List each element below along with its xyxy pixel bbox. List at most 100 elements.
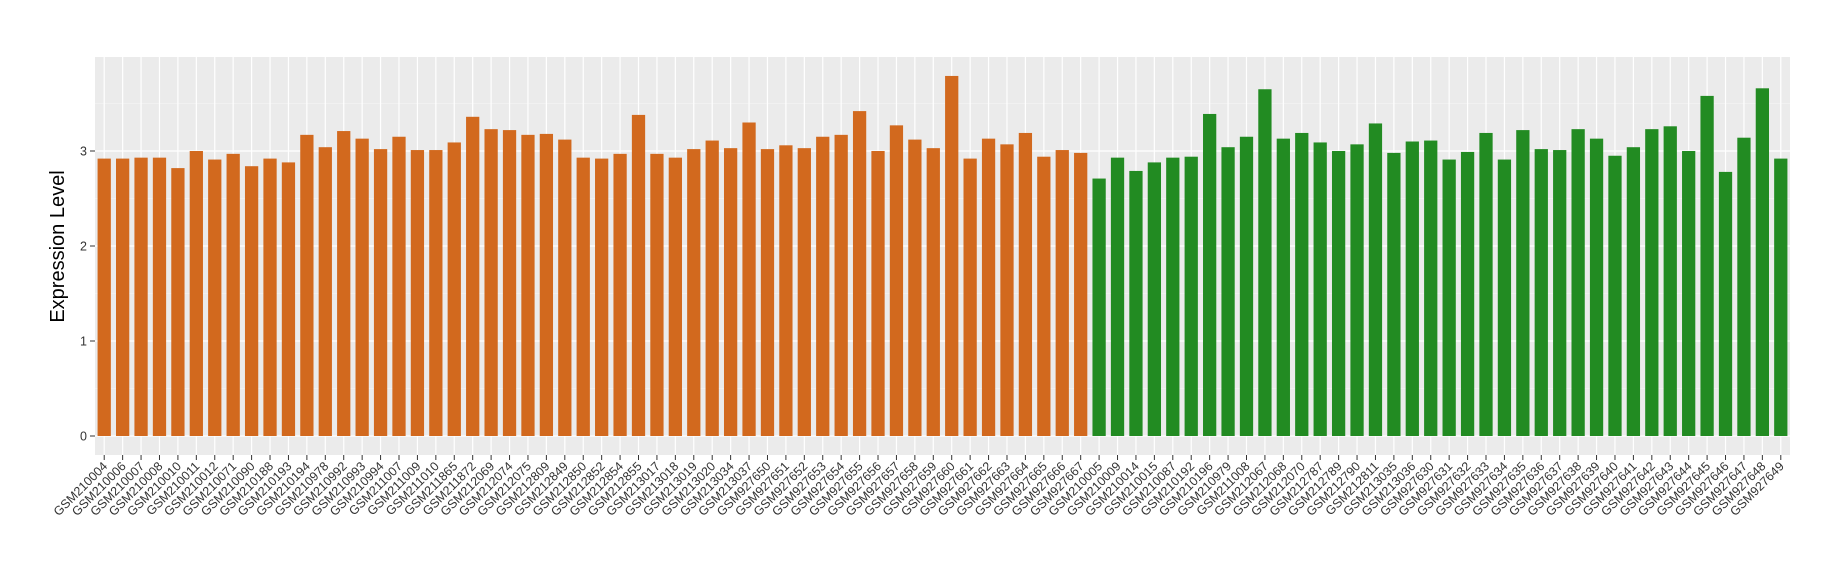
bar-GSM927664 bbox=[1018, 132, 1033, 436]
bar-GSM210008 bbox=[152, 157, 167, 436]
bar-GSM927645 bbox=[1700, 95, 1714, 437]
bar-GSM212075 bbox=[521, 134, 535, 436]
bar-GSM927653 bbox=[816, 136, 830, 436]
bar-GSM210090 bbox=[244, 166, 259, 436]
bar-GSM927660 bbox=[945, 75, 959, 436]
bar-GSM927647 bbox=[1737, 137, 1751, 436]
bar-GSM210978 bbox=[318, 147, 332, 436]
bar-GSM211008 bbox=[1239, 136, 1254, 436]
bar-GSM927652 bbox=[797, 148, 811, 436]
bar-GSM210192 bbox=[1184, 156, 1198, 436]
bar-GSM210004 bbox=[97, 158, 111, 436]
bar-GSM212855 bbox=[631, 114, 646, 437]
bar-GSM927635 bbox=[1516, 130, 1530, 436]
bar-GSM927649 bbox=[1774, 158, 1788, 436]
bar-GSM927643 bbox=[1663, 126, 1677, 437]
bar-GSM210014 bbox=[1129, 170, 1143, 436]
bar-GSM211007 bbox=[392, 136, 406, 436]
bar-GSM213035 bbox=[1387, 152, 1401, 436]
bar-GSM927659 bbox=[926, 148, 940, 436]
bar-GSM212809 bbox=[539, 133, 554, 436]
bar-GSM212850 bbox=[576, 157, 590, 436]
bar-GSM211865 bbox=[447, 142, 461, 436]
bar-GSM210005 bbox=[1092, 178, 1106, 437]
bar-GSM211872 bbox=[466, 116, 480, 437]
bar-GSM927633 bbox=[1479, 132, 1493, 436]
bar-GSM212789 bbox=[1331, 151, 1346, 436]
bar-GSM927662 bbox=[981, 138, 996, 436]
bar-GSM210193 bbox=[281, 162, 296, 436]
bar-GSM211010 bbox=[429, 150, 443, 437]
bar-GSM927655 bbox=[852, 111, 867, 436]
bars bbox=[97, 75, 1788, 437]
bar-GSM213037 bbox=[742, 122, 756, 436]
bar-GSM212852 bbox=[595, 158, 609, 436]
bar-GSM927656 bbox=[871, 151, 885, 436]
bar-GSM212067 bbox=[1258, 89, 1272, 436]
bar-GSM212070 bbox=[1295, 132, 1309, 436]
bar-GSM210009 bbox=[1110, 157, 1125, 436]
bar-GSM927657 bbox=[889, 125, 904, 436]
bar-GSM210188 bbox=[263, 158, 277, 436]
bar-GSM213034 bbox=[723, 148, 738, 436]
bar-GSM212811 bbox=[1368, 123, 1383, 436]
bar-GSM927631 bbox=[1442, 159, 1456, 437]
bar-GSM927636 bbox=[1534, 149, 1548, 436]
bar-GSM212068 bbox=[1276, 138, 1290, 436]
bar-GSM927641 bbox=[1626, 147, 1641, 436]
y-tick-label: 1 bbox=[80, 335, 87, 349]
bar-GSM927634 bbox=[1497, 159, 1512, 437]
bar-GSM213018 bbox=[668, 157, 682, 436]
bar-GSM210012 bbox=[208, 159, 222, 437]
y-tick-label: 0 bbox=[80, 430, 87, 444]
bar-GSM212854 bbox=[613, 153, 627, 436]
bar-GSM210015 bbox=[1147, 162, 1162, 436]
bar-GSM927638 bbox=[1571, 129, 1585, 436]
bar-GSM927650 bbox=[760, 149, 775, 436]
y-tick-label: 2 bbox=[80, 240, 87, 254]
bar-GSM927644 bbox=[1682, 151, 1696, 436]
x-axis: GSM210004GSM210006GSM210007GSM210008GSM2… bbox=[51, 455, 1787, 519]
bar-GSM213017 bbox=[650, 153, 664, 436]
bar-GSM210994 bbox=[373, 149, 388, 436]
bar-GSM927637 bbox=[1553, 150, 1567, 437]
bar-GSM927648 bbox=[1755, 88, 1769, 437]
bar-GSM212849 bbox=[558, 139, 572, 436]
bar-GSM212790 bbox=[1350, 144, 1364, 436]
bar-GSM210993 bbox=[355, 138, 369, 436]
y-axis-title: Expression Level bbox=[47, 170, 69, 322]
bar-GSM927665 bbox=[1037, 156, 1051, 436]
bar-GSM927639 bbox=[1589, 138, 1604, 436]
bar-GSM927667 bbox=[1074, 152, 1088, 436]
y-axis: 0 1 2 3 bbox=[80, 145, 95, 444]
bar-GSM927654 bbox=[834, 134, 848, 436]
bar-GSM210087 bbox=[1166, 157, 1180, 436]
bar-GSM210196 bbox=[1203, 113, 1217, 436]
bar-GSM210010 bbox=[171, 168, 185, 436]
bar-GSM927663 bbox=[1000, 144, 1014, 436]
bar-GSM210071 bbox=[226, 153, 240, 436]
bar-GSM927642 bbox=[1645, 129, 1659, 436]
bar-GSM927646 bbox=[1718, 171, 1733, 436]
bar-GSM210006 bbox=[116, 158, 130, 436]
bar-GSM927640 bbox=[1608, 155, 1622, 436]
y-tick-label: 3 bbox=[80, 145, 87, 159]
bar-GSM213019 bbox=[687, 149, 701, 436]
bar-GSM927632 bbox=[1460, 151, 1475, 436]
bar-GSM211009 bbox=[410, 150, 425, 437]
bar-GSM927661 bbox=[963, 158, 977, 436]
bar-GSM927630 bbox=[1424, 140, 1438, 437]
bar-GSM927658 bbox=[908, 139, 922, 436]
bar-GSM210992 bbox=[337, 131, 351, 437]
bar-GSM210007 bbox=[134, 157, 148, 436]
bar-GSM210011 bbox=[189, 151, 203, 436]
bar-GSM212069 bbox=[484, 129, 498, 436]
bar-GSM210194 bbox=[300, 134, 314, 436]
bar-GSM213036 bbox=[1405, 141, 1419, 436]
bar-GSM213020 bbox=[705, 140, 719, 437]
bar-GSM212074 bbox=[502, 130, 517, 436]
bar-GSM210979 bbox=[1221, 147, 1235, 436]
bar-GSM927666 bbox=[1055, 150, 1069, 437]
bar-GSM927651 bbox=[779, 145, 793, 437]
